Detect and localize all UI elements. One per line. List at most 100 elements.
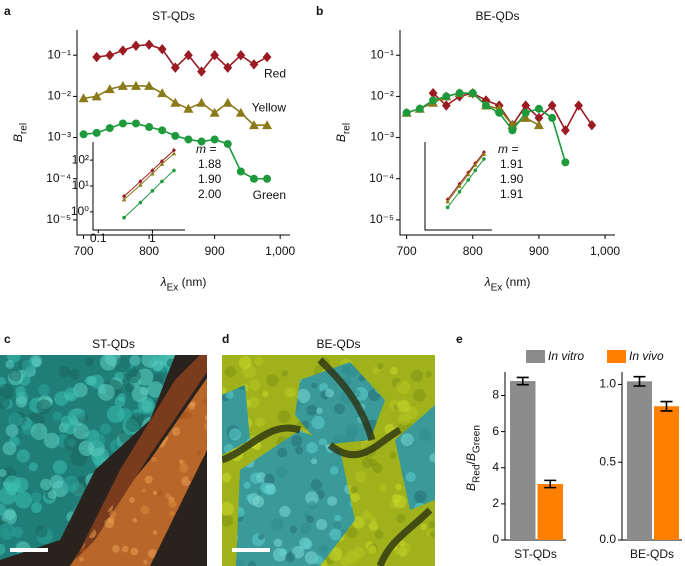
line-chart: 700 800 900 1,000 10⁻⁵ 10⁻⁴ 10⁻³ 10⁻² 10⁻¹ BE-QDs… bbox=[334, 9, 620, 293]
cell bbox=[152, 360, 164, 372]
panel-label: d bbox=[222, 332, 229, 346]
cell bbox=[281, 370, 289, 377]
cell bbox=[114, 371, 124, 382]
cell bbox=[121, 545, 129, 553]
marker bbox=[249, 59, 259, 70]
cell bbox=[0, 522, 16, 540]
marker bbox=[92, 51, 102, 63]
cell bbox=[196, 450, 202, 456]
marker bbox=[118, 119, 127, 128]
marker bbox=[548, 113, 557, 122]
axis-label: λEx (nm) bbox=[160, 275, 207, 293]
x-tick-label: 700 bbox=[397, 244, 417, 258]
cell bbox=[171, 427, 181, 436]
panel-label: e bbox=[456, 332, 463, 346]
cell bbox=[277, 410, 291, 424]
cell bbox=[106, 405, 125, 423]
cell bbox=[390, 367, 398, 375]
marker bbox=[587, 119, 597, 131]
inset: m =1.911.901.91 bbox=[424, 142, 524, 231]
marker bbox=[144, 39, 154, 50]
scale-bar bbox=[10, 548, 48, 552]
y-tick-label: 6 bbox=[492, 424, 499, 438]
cell bbox=[350, 492, 360, 503]
cell bbox=[327, 496, 338, 506]
x-tick-label: 900 bbox=[205, 244, 225, 258]
marker bbox=[428, 87, 438, 99]
slope-value: 1.90 bbox=[500, 172, 524, 186]
cell bbox=[169, 511, 175, 517]
cell bbox=[247, 560, 257, 566]
marker bbox=[574, 100, 584, 111]
y-tick-label: 10⁻¹ bbox=[47, 47, 71, 61]
marker bbox=[209, 107, 220, 117]
cell bbox=[140, 505, 150, 515]
cell bbox=[371, 366, 380, 375]
marker bbox=[184, 50, 193, 61]
marker bbox=[445, 205, 450, 210]
marker bbox=[197, 66, 206, 77]
marker bbox=[138, 200, 143, 205]
label-part: Ex bbox=[491, 282, 503, 293]
marker bbox=[441, 100, 451, 111]
marker bbox=[457, 189, 462, 194]
cell bbox=[30, 423, 48, 440]
cell bbox=[0, 383, 14, 400]
cell bbox=[124, 382, 135, 393]
cell bbox=[0, 503, 7, 516]
cell bbox=[47, 490, 57, 500]
marker bbox=[547, 100, 557, 111]
cell bbox=[6, 355, 21, 363]
marker bbox=[159, 161, 165, 166]
cell bbox=[60, 415, 73, 428]
cell bbox=[58, 366, 71, 378]
marker bbox=[159, 158, 164, 164]
marker bbox=[131, 119, 140, 128]
error-bar bbox=[516, 376, 529, 386]
marker bbox=[415, 104, 424, 113]
cell bbox=[222, 501, 234, 516]
marker bbox=[263, 174, 272, 183]
label-part: (nm) bbox=[178, 275, 206, 289]
cell bbox=[109, 510, 117, 518]
cell bbox=[188, 402, 196, 410]
y-tick-label: 8 bbox=[492, 388, 499, 402]
cell bbox=[307, 500, 317, 510]
cell bbox=[295, 446, 304, 455]
cell bbox=[40, 478, 52, 491]
x-tick-label: 1,000 bbox=[265, 244, 295, 258]
cell bbox=[8, 412, 23, 427]
y-tick-label: 10⁻⁵ bbox=[369, 212, 394, 226]
cell bbox=[179, 463, 189, 473]
cell bbox=[277, 447, 288, 458]
image-title: ST-QDs bbox=[92, 337, 135, 351]
cell bbox=[21, 359, 35, 373]
axis bbox=[92, 142, 185, 231]
cell bbox=[15, 395, 28, 408]
y-tick-label: 10⁻³ bbox=[47, 130, 71, 144]
slope-value: 2.00 bbox=[198, 187, 222, 201]
cell bbox=[0, 543, 6, 555]
marker bbox=[122, 193, 127, 199]
micrograph bbox=[222, 355, 435, 566]
cell bbox=[291, 435, 303, 447]
cell bbox=[236, 559, 245, 566]
marker bbox=[481, 151, 487, 156]
marker bbox=[482, 157, 486, 161]
cell bbox=[224, 366, 237, 378]
marker bbox=[150, 168, 155, 173]
cell bbox=[368, 545, 377, 554]
marker bbox=[468, 89, 477, 98]
cell bbox=[270, 517, 284, 531]
cell bbox=[414, 490, 427, 503]
marker bbox=[196, 97, 207, 107]
marker bbox=[236, 167, 245, 176]
cell bbox=[115, 357, 131, 373]
category-label: BE-QDs bbox=[630, 547, 674, 561]
cell bbox=[393, 495, 407, 509]
cell bbox=[425, 370, 432, 378]
cell bbox=[330, 466, 339, 475]
cell bbox=[187, 476, 193, 482]
label-part: B bbox=[464, 453, 478, 461]
axis-label: λEx (nm) bbox=[484, 275, 531, 293]
